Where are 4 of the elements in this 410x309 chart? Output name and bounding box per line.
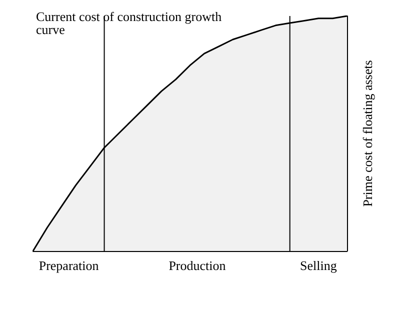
y-axis-title: Prime cost of floating assets <box>360 60 375 207</box>
text: Production <box>168 258 226 273</box>
text: Preparation <box>38 258 100 273</box>
text: Selling <box>300 258 338 273</box>
